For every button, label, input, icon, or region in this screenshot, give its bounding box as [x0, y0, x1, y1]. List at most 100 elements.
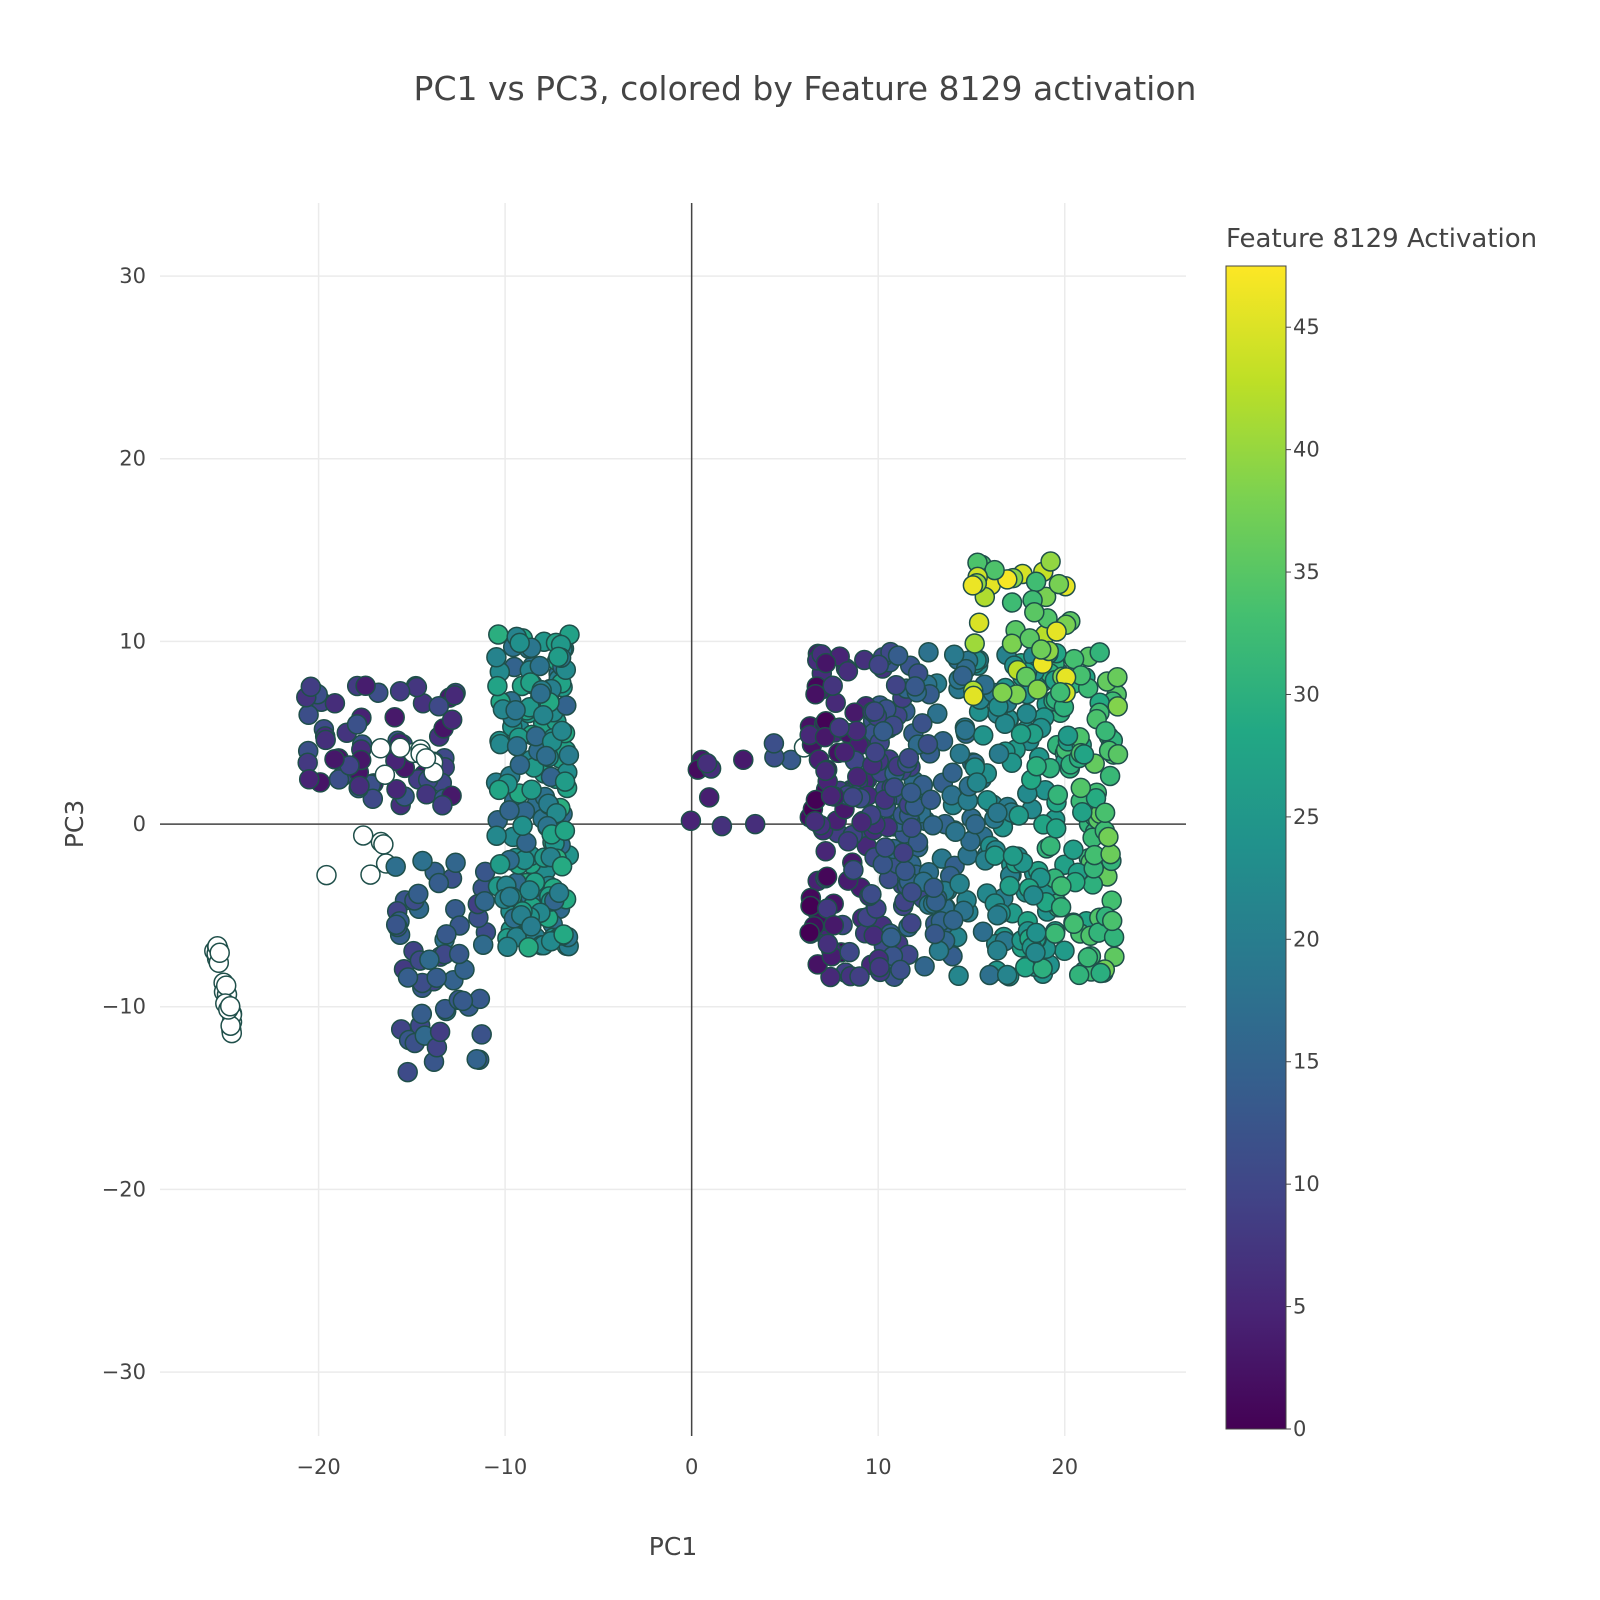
data-point: [209, 942, 230, 964]
colorbar-tick-label: 30: [1293, 682, 1320, 706]
data-point: [419, 949, 440, 971]
data-point: [349, 775, 370, 797]
data-point: [816, 866, 838, 888]
data-point: [972, 921, 994, 943]
data-point: [864, 701, 885, 722]
x-tick-label: −10: [483, 1455, 527, 1479]
data-point: [1107, 666, 1128, 688]
data-point: [965, 814, 986, 835]
data-point: [558, 744, 580, 766]
data-point: [849, 966, 870, 987]
data-point: [964, 633, 985, 654]
grid: [160, 203, 1186, 1436]
data-point: [815, 840, 836, 862]
data-point: [1107, 744, 1129, 765]
data-point: [949, 873, 970, 895]
data-point: [489, 854, 511, 875]
data-point: [300, 676, 322, 698]
y-tick-label: −30: [102, 1360, 146, 1384]
data-point: [1001, 592, 1023, 613]
x-tick-labels: −20 −10 0 10 20: [296, 1455, 1078, 1479]
colorbar-tick-labels: 0 5 10 15 20 25 30 35 40 45: [1286, 315, 1320, 1441]
data-point: [1073, 744, 1095, 765]
data-point: [1090, 962, 1111, 984]
data-point: [1044, 923, 1066, 944]
data-point: [924, 923, 946, 945]
data-point: [846, 720, 867, 742]
x-axis-title: PC1: [649, 1532, 697, 1561]
data-point: [519, 880, 540, 901]
colorbar-tick-label: 15: [1293, 1050, 1320, 1074]
data-point: [744, 813, 766, 835]
data-point: [551, 720, 573, 742]
data-point: [884, 777, 905, 798]
data-point: [914, 956, 935, 977]
data-point: [412, 850, 433, 872]
data-point: [360, 864, 381, 885]
data-point: [844, 702, 865, 723]
data-point: [315, 729, 336, 751]
data-point: [1094, 802, 1116, 824]
data-point: [509, 632, 530, 654]
data-point: [815, 760, 836, 782]
y-tick-label: 30: [119, 264, 146, 288]
data-point: [1089, 642, 1110, 663]
data-point: [316, 864, 337, 886]
data-point: [548, 882, 570, 904]
data-point: [362, 788, 384, 810]
data-point: [851, 812, 872, 833]
data-point: [1001, 633, 1023, 655]
data-point: [486, 647, 507, 668]
data-point: [215, 975, 237, 996]
data-point: [532, 704, 554, 726]
data-point: [1049, 682, 1071, 703]
data-point: [763, 733, 785, 754]
data-point: [804, 811, 826, 832]
y-tick-labels: −30 −20 −10 0 10 20 30: [102, 264, 146, 1384]
data-point: [799, 922, 820, 943]
data-point: [385, 856, 406, 877]
data-point: [890, 959, 911, 981]
y-axis-title: PC3: [60, 800, 89, 848]
y-tick-label: −20: [102, 1177, 146, 1201]
data-point: [800, 895, 821, 917]
data-point: [389, 681, 411, 702]
data-point: [1047, 784, 1069, 806]
data-point: [219, 996, 241, 1017]
data-point: [887, 645, 909, 666]
data-point: [987, 904, 1008, 926]
data-point: [893, 842, 914, 864]
data-point: [918, 641, 939, 663]
data-point: [415, 748, 437, 769]
data-point: [397, 967, 419, 988]
data-point: [512, 815, 533, 837]
data-point: [805, 683, 826, 705]
data-point: [444, 685, 465, 706]
data-point: [1040, 835, 1061, 857]
data-point: [943, 644, 965, 666]
data-point: [837, 831, 859, 852]
data-point: [954, 719, 976, 741]
data-point: [928, 940, 950, 962]
data-point: [355, 675, 376, 697]
data-point: [428, 872, 450, 894]
colorbar-title: Feature 8129 Activation: [1226, 224, 1537, 254]
data-point: [486, 825, 507, 846]
data-point: [901, 913, 922, 934]
data-point: [1063, 913, 1085, 935]
data-point: [711, 815, 733, 837]
data-point: [488, 779, 510, 801]
data-point: [298, 704, 319, 726]
data-point: [499, 800, 520, 821]
data-point: [386, 779, 407, 800]
data-point: [1010, 723, 1032, 745]
data-point: [1025, 571, 1047, 593]
data-point: [917, 733, 939, 755]
data-point: [880, 927, 902, 948]
data-points: [204, 551, 1129, 1083]
data-point: [945, 821, 966, 843]
data-point: [1016, 703, 1037, 725]
data-point: [556, 695, 577, 716]
data-point: [680, 810, 702, 832]
data-point: [411, 1003, 433, 1025]
